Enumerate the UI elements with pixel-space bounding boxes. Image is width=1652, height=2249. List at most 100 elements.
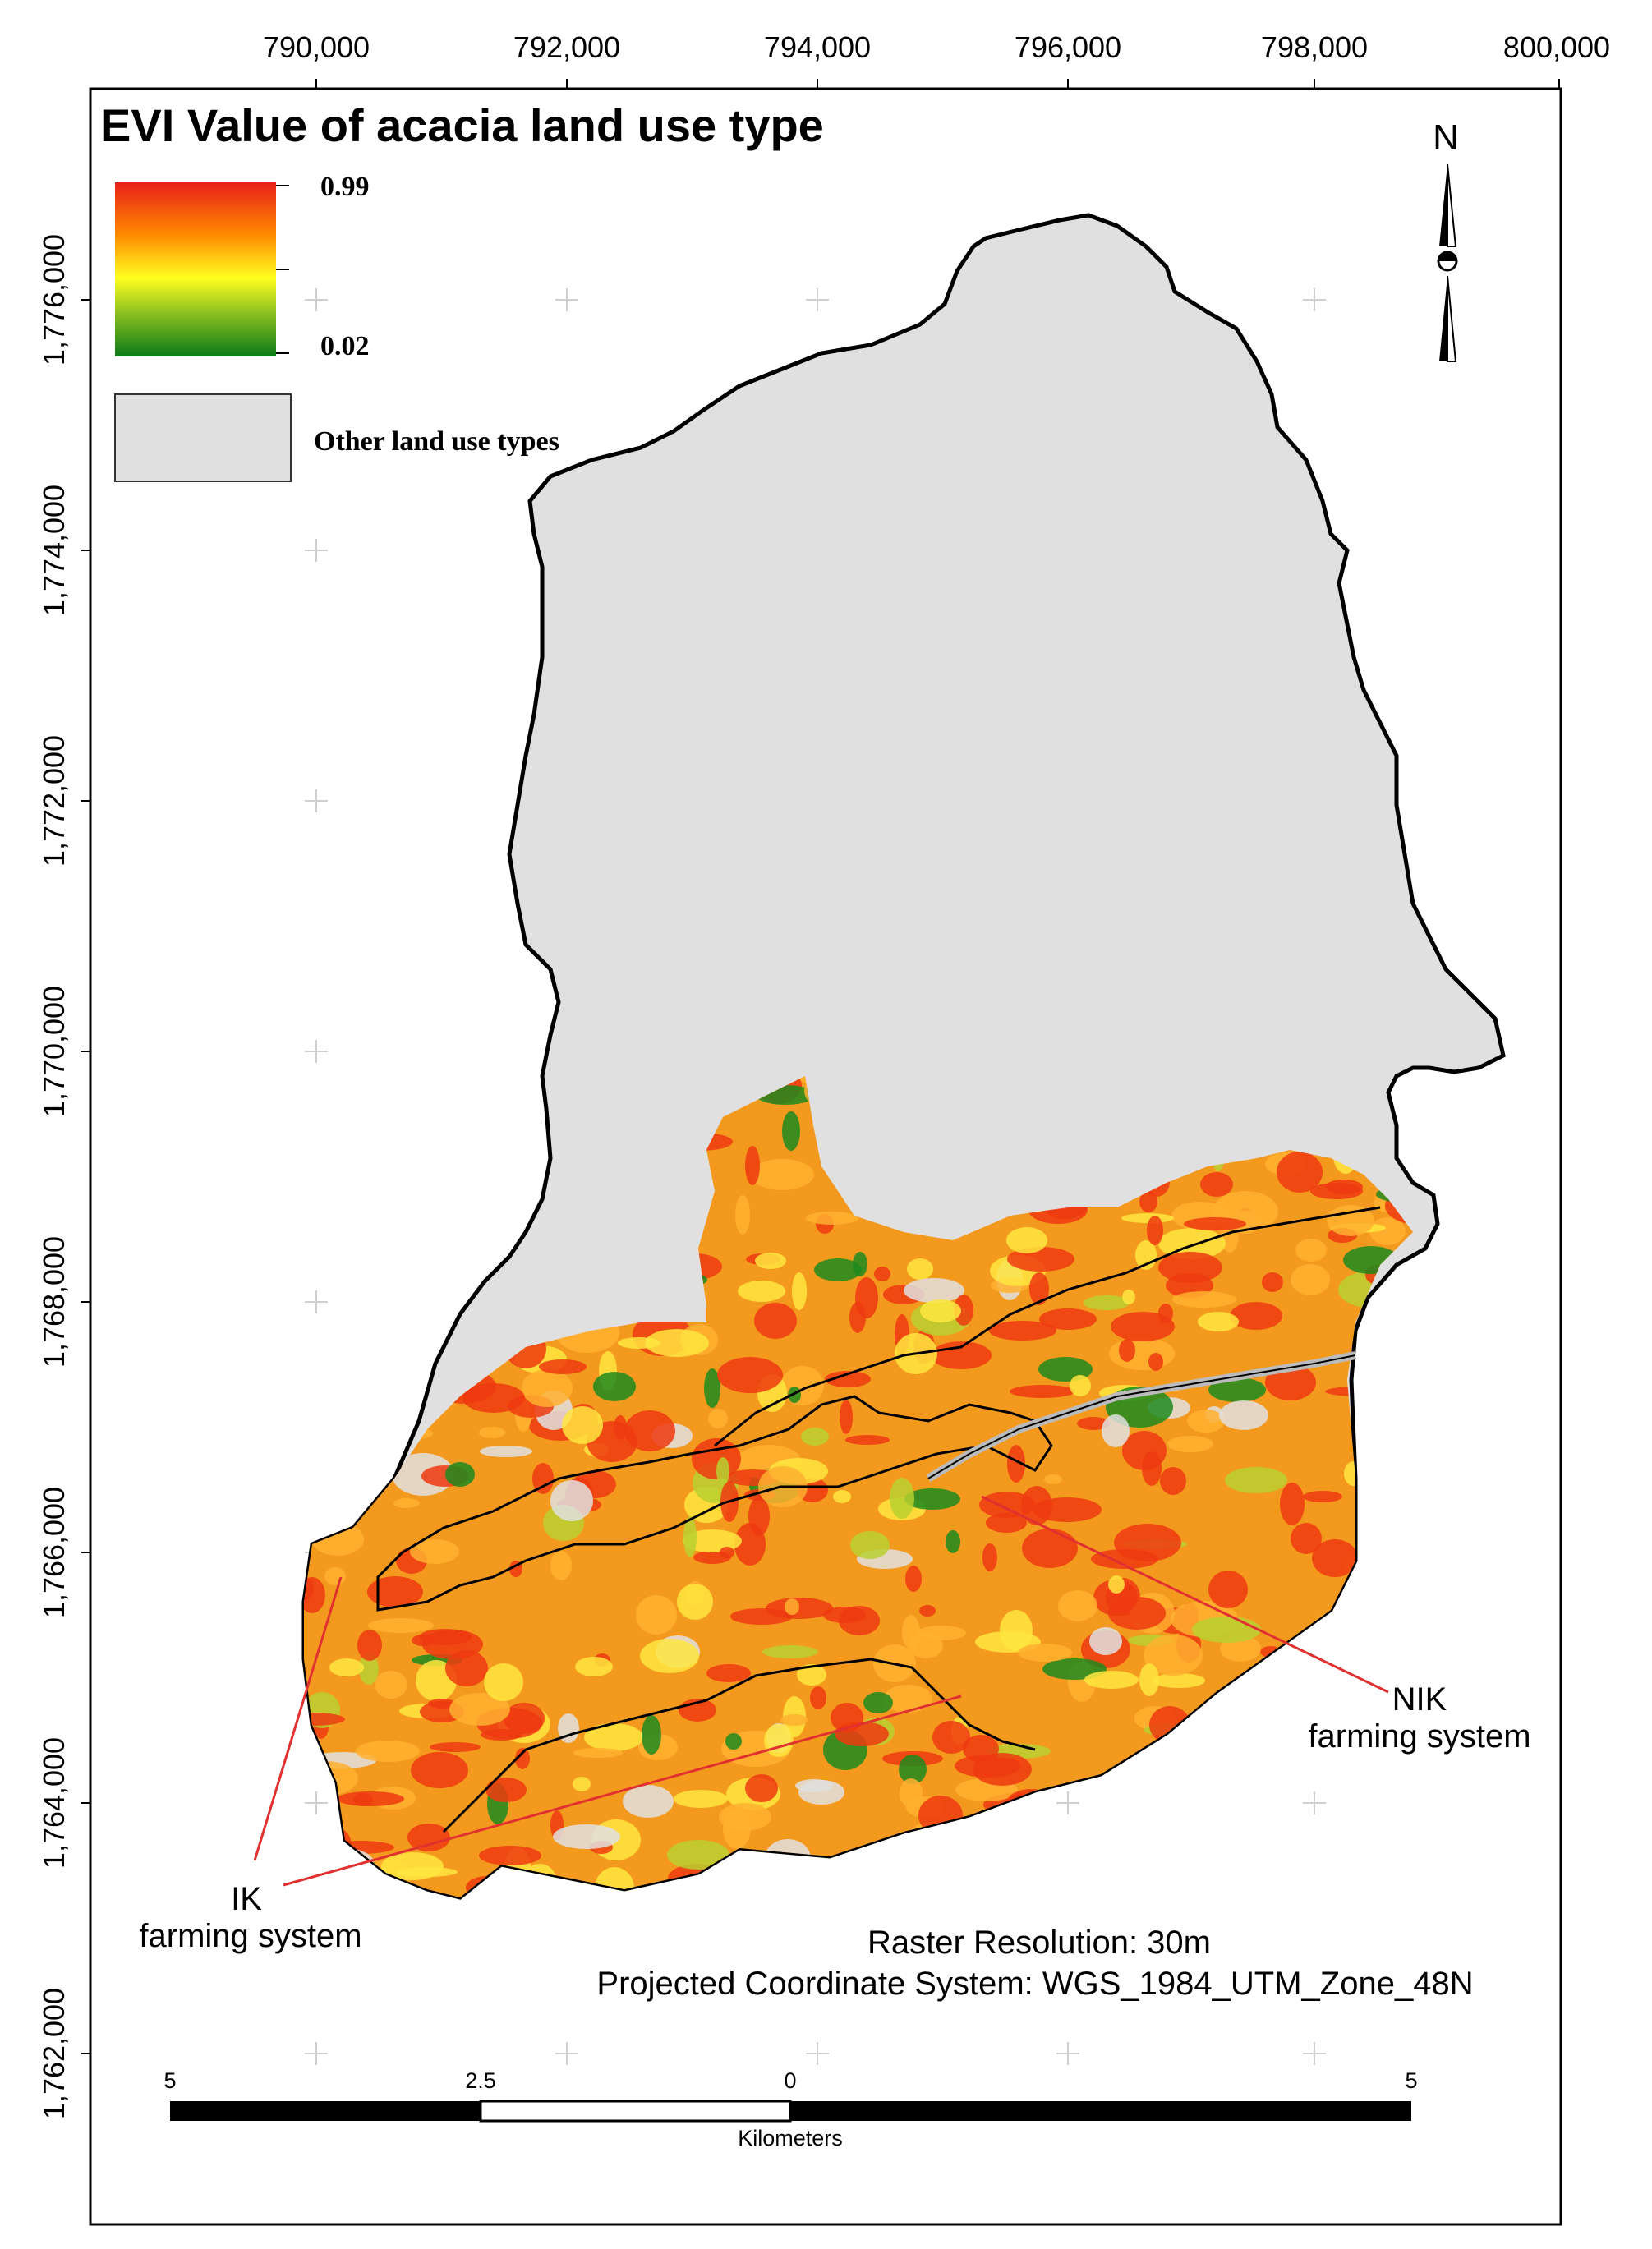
raster-patch [717,1357,783,1393]
raster-patch [1295,1239,1327,1262]
raster-patch [642,1715,661,1755]
y-tick-label: 1,774,000 [37,485,71,616]
raster-patch [1225,1467,1287,1493]
raster-patch [1153,1673,1205,1688]
y-tick-label: 1,772,000 [37,735,71,867]
x-axis-ticks: 790,000 792,000 794,000 796,000 798,000 … [263,30,1610,89]
raster-patch [1139,1663,1159,1696]
raster-patch [979,1492,1035,1518]
raster-patch [575,1657,613,1676]
scale-unit: Kilometers [738,2126,843,2150]
raster-patch [785,1598,799,1615]
raster-patch [863,1692,893,1713]
raster-patch [806,1212,858,1225]
raster-patch [515,1748,530,1769]
raster-patch [573,1748,623,1758]
raster-patch [1142,1451,1162,1486]
raster-patch [1018,1644,1072,1662]
raster-patch [584,1723,643,1751]
raster-patch [1121,1213,1174,1223]
raster-patch [550,1551,572,1580]
raster-patch [853,1252,867,1276]
raster-patch [1006,1227,1047,1253]
raster-patch [1369,1217,1406,1245]
raster-patch [750,1159,814,1190]
raster-patch [562,1406,603,1444]
raster-patch [764,1724,794,1757]
y-tick-label: 1,766,000 [37,1487,71,1618]
raster-patch [919,1605,936,1617]
raster-patch [1303,1491,1342,1502]
raster-patch [745,1774,778,1802]
raster-patch [1122,1290,1135,1304]
raster-patch [357,1630,382,1661]
raster-patch [725,1733,742,1750]
raster-patch [1167,1436,1213,1452]
raster-patch [920,1299,961,1322]
other-land-use-swatch [114,393,292,482]
raster-patch [1310,1183,1363,1199]
raster-patch [1139,1191,1157,1212]
raster-patch [1089,1627,1122,1655]
raster-resolution-text: Raster Resolution: 30m [867,1925,1211,1961]
raster-patch [1084,1671,1139,1689]
y-tick-label: 1,768,000 [37,1236,71,1368]
raster-patch [445,1650,488,1686]
raster-patch [1111,1312,1175,1341]
raster-patch [1109,1337,1175,1370]
raster-patch [1312,1539,1358,1577]
raster-patch [1230,1302,1282,1330]
raster-patch [1070,1375,1091,1396]
ik-sublabel: farming system [139,1918,361,1954]
scale-bar: 5 2.5 0 5 Kilometers [163,2068,1417,2150]
raster-patch [1114,1524,1181,1561]
raster-patch [683,1516,697,1557]
raster-patch [419,1629,472,1645]
scale-label: 2.5 [465,2068,496,2093]
raster-patch [735,1195,750,1235]
raster-patch [1102,1414,1130,1447]
raster-patch [356,1741,420,1762]
raster-patch [573,1777,591,1791]
raster-patch [375,1671,407,1699]
raster-patch [907,1258,933,1280]
raster-patch [917,1626,966,1640]
raster-patch [1029,1272,1049,1305]
raster-patch [900,1778,923,1808]
nik-label: NIK [1392,1681,1447,1718]
raster-patch [720,1547,734,1558]
raster-patch [982,1543,997,1571]
y-tick-label: 1,764,000 [37,1737,71,1869]
raster-patch [1208,1377,1266,1402]
raster-patch [449,1693,510,1726]
y-axis-ticks: 1,776,000 1,774,000 1,772,000 1,770,000 … [37,234,90,2119]
raster-patch [883,1685,932,1713]
raster-patch [479,1427,505,1438]
raster-patch [522,1369,573,1407]
nik-leader-line [981,1495,1389,1694]
raster-patch [825,1371,871,1387]
legend-min-label: 0.02 [320,331,370,361]
raster-patch [738,1281,785,1302]
scale-label: 5 [1405,2068,1417,2093]
raster-patch [1108,1597,1166,1630]
raster-patch [845,1435,890,1445]
raster-patch [1262,1272,1283,1292]
raster-patch [839,1606,880,1635]
raster-patch [623,1785,674,1818]
x-tick-label: 792,000 [513,30,620,64]
ik-label: IK [231,1881,262,1917]
raster-patch [1192,1617,1261,1643]
raster-patch [899,1755,927,1784]
raster-patch [1198,1312,1239,1331]
ik-leader-line [283,1695,962,1887]
raster-patch [1160,1467,1186,1495]
raster-patch [954,1295,973,1326]
raster-patch [324,1567,346,1585]
raster-patch [539,1359,587,1374]
raster-patch [932,1721,970,1754]
raster-patch [762,1645,818,1658]
raster-patch [1158,1304,1173,1323]
raster-patch [849,1302,866,1333]
raster-patch [904,1278,964,1303]
